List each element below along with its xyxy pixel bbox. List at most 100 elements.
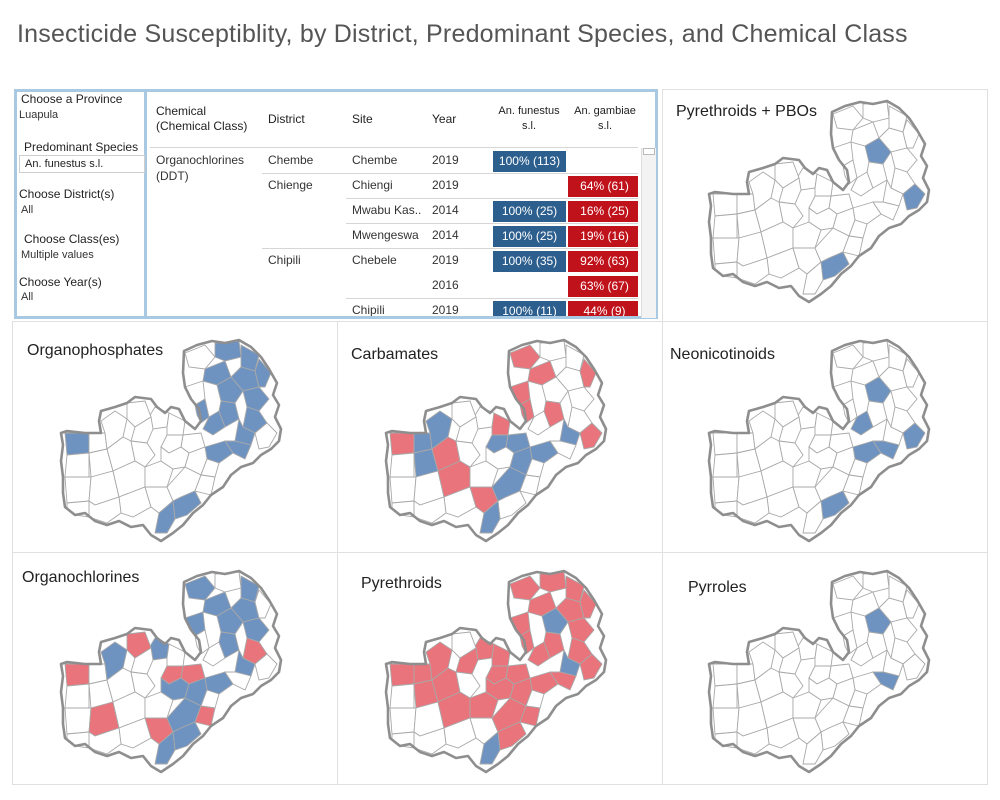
district-shape[interactable] [802, 261, 824, 295]
district-shape[interactable] [194, 398, 210, 424]
header-chemical[interactable]: Chemical (Chemical Class) [156, 104, 248, 133]
district-shape[interactable] [154, 731, 176, 765]
funestus-result-cell[interactable]: 100% (35) [493, 251, 566, 272]
district-shape[interactable] [778, 416, 802, 444]
district-shape[interactable] [144, 460, 174, 488]
species-filter-dropdown[interactable]: An. funestus s.l. [19, 155, 145, 173]
map-pyrroles[interactable] [703, 568, 939, 780]
district-shape[interactable] [64, 432, 90, 456]
class-filter-value[interactable]: Multiple values [21, 249, 94, 261]
district-shape[interactable] [389, 432, 415, 456]
district-shape[interactable] [712, 683, 738, 709]
district-shape[interactable] [802, 500, 824, 534]
district-shape[interactable] [194, 629, 210, 655]
district-shape[interactable] [527, 410, 551, 436]
district-shape[interactable] [389, 663, 415, 687]
district-shape[interactable] [389, 476, 417, 504]
district-shape[interactable] [802, 731, 824, 765]
gambiae-result-cell[interactable]: 44% (9) [568, 301, 638, 316]
district-shape[interactable] [242, 386, 270, 412]
district-shape[interactable] [842, 398, 858, 424]
district-shape[interactable] [154, 500, 176, 534]
gambiae-result-cell[interactable]: 64% (61) [568, 176, 638, 197]
district-shape[interactable] [202, 410, 226, 436]
district-shape[interactable] [778, 177, 802, 205]
district-shape[interactable] [864, 607, 892, 635]
district-shape[interactable] [832, 105, 864, 131]
district-shape[interactable] [216, 607, 244, 635]
district-shape[interactable] [832, 575, 864, 601]
district-shape[interactable] [579, 422, 603, 450]
district-shape[interactable] [64, 683, 90, 709]
district-shape[interactable] [778, 671, 804, 699]
district-shape[interactable] [389, 683, 415, 709]
district-shape[interactable] [792, 691, 822, 719]
district-shape[interactable] [130, 671, 156, 699]
district-shape[interactable] [559, 417, 581, 446]
district-shape[interactable] [469, 691, 499, 719]
district-shape[interactable] [559, 648, 581, 677]
district-shape[interactable] [872, 201, 900, 221]
district-shape[interactable] [218, 631, 240, 659]
district-shape[interactable] [778, 201, 804, 229]
district-shape[interactable] [842, 629, 858, 655]
district-shape[interactable] [184, 575, 216, 601]
district-shape[interactable] [130, 440, 156, 468]
district-shape[interactable] [712, 707, 740, 735]
funestus-result-cell[interactable]: 100% (25) [493, 201, 566, 222]
map-pyrethroids-pbos[interactable] [703, 98, 939, 310]
gambiae-result-cell[interactable]: 92% (63) [568, 251, 638, 272]
district-shape[interactable] [254, 653, 278, 681]
district-shape[interactable] [778, 440, 804, 468]
district-shape[interactable] [882, 648, 904, 677]
district-shape[interactable] [541, 376, 569, 404]
map-organochlorines[interactable] [55, 568, 291, 780]
funestus-result-cell[interactable]: 100% (25) [493, 226, 566, 247]
district-shape[interactable] [866, 400, 888, 428]
district-shape[interactable] [842, 159, 858, 185]
map-neonicotinoids[interactable] [703, 337, 939, 549]
district-shape[interactable] [712, 452, 738, 478]
district-shape[interactable] [509, 575, 541, 601]
district-shape[interactable] [567, 617, 595, 643]
district-shape[interactable] [712, 213, 738, 239]
district-shape[interactable] [902, 422, 926, 450]
district-shape[interactable] [130, 647, 154, 675]
district-shape[interactable] [389, 707, 417, 735]
district-shape[interactable] [882, 417, 904, 446]
header-gambiae[interactable]: An. gambiae s.l. [574, 105, 636, 132]
district-shape[interactable] [712, 663, 738, 687]
district-shape[interactable] [567, 386, 595, 412]
district-shape[interactable] [479, 731, 501, 765]
district-shape[interactable] [712, 193, 738, 217]
map-carbamates[interactable] [380, 337, 616, 549]
gambiae-result-cell[interactable]: 16% (25) [568, 201, 638, 222]
district-shape[interactable] [882, 178, 904, 207]
district-shape[interactable] [862, 571, 890, 593]
district-shape[interactable] [862, 101, 890, 123]
district-shape[interactable] [902, 183, 926, 211]
scrollbar-thumb[interactable] [643, 148, 655, 155]
district-shape[interactable] [519, 629, 535, 655]
map-pyrethroids[interactable] [380, 568, 616, 780]
district-shape[interactable] [543, 400, 565, 428]
district-shape[interactable] [850, 171, 874, 197]
district-shape[interactable] [455, 416, 479, 444]
district-shape[interactable] [539, 571, 567, 593]
district-shape[interactable] [712, 432, 738, 456]
district-shape[interactable] [778, 647, 802, 675]
district-shape[interactable] [792, 460, 822, 488]
district-shape[interactable] [850, 641, 874, 667]
district-shape[interactable] [832, 344, 864, 370]
district-shape[interactable] [864, 137, 892, 165]
year-filter-value[interactable]: All [21, 291, 34, 303]
district-shape[interactable] [234, 417, 256, 446]
district-shape[interactable] [218, 400, 240, 428]
district-shape[interactable] [549, 671, 577, 691]
district-shape[interactable] [130, 416, 154, 444]
district-shape[interactable] [455, 440, 481, 468]
district-shape[interactable] [144, 691, 174, 719]
district-shape[interactable] [389, 452, 415, 478]
province-filter-value[interactable]: Luapula [19, 109, 59, 121]
district-shape[interactable] [862, 340, 890, 362]
